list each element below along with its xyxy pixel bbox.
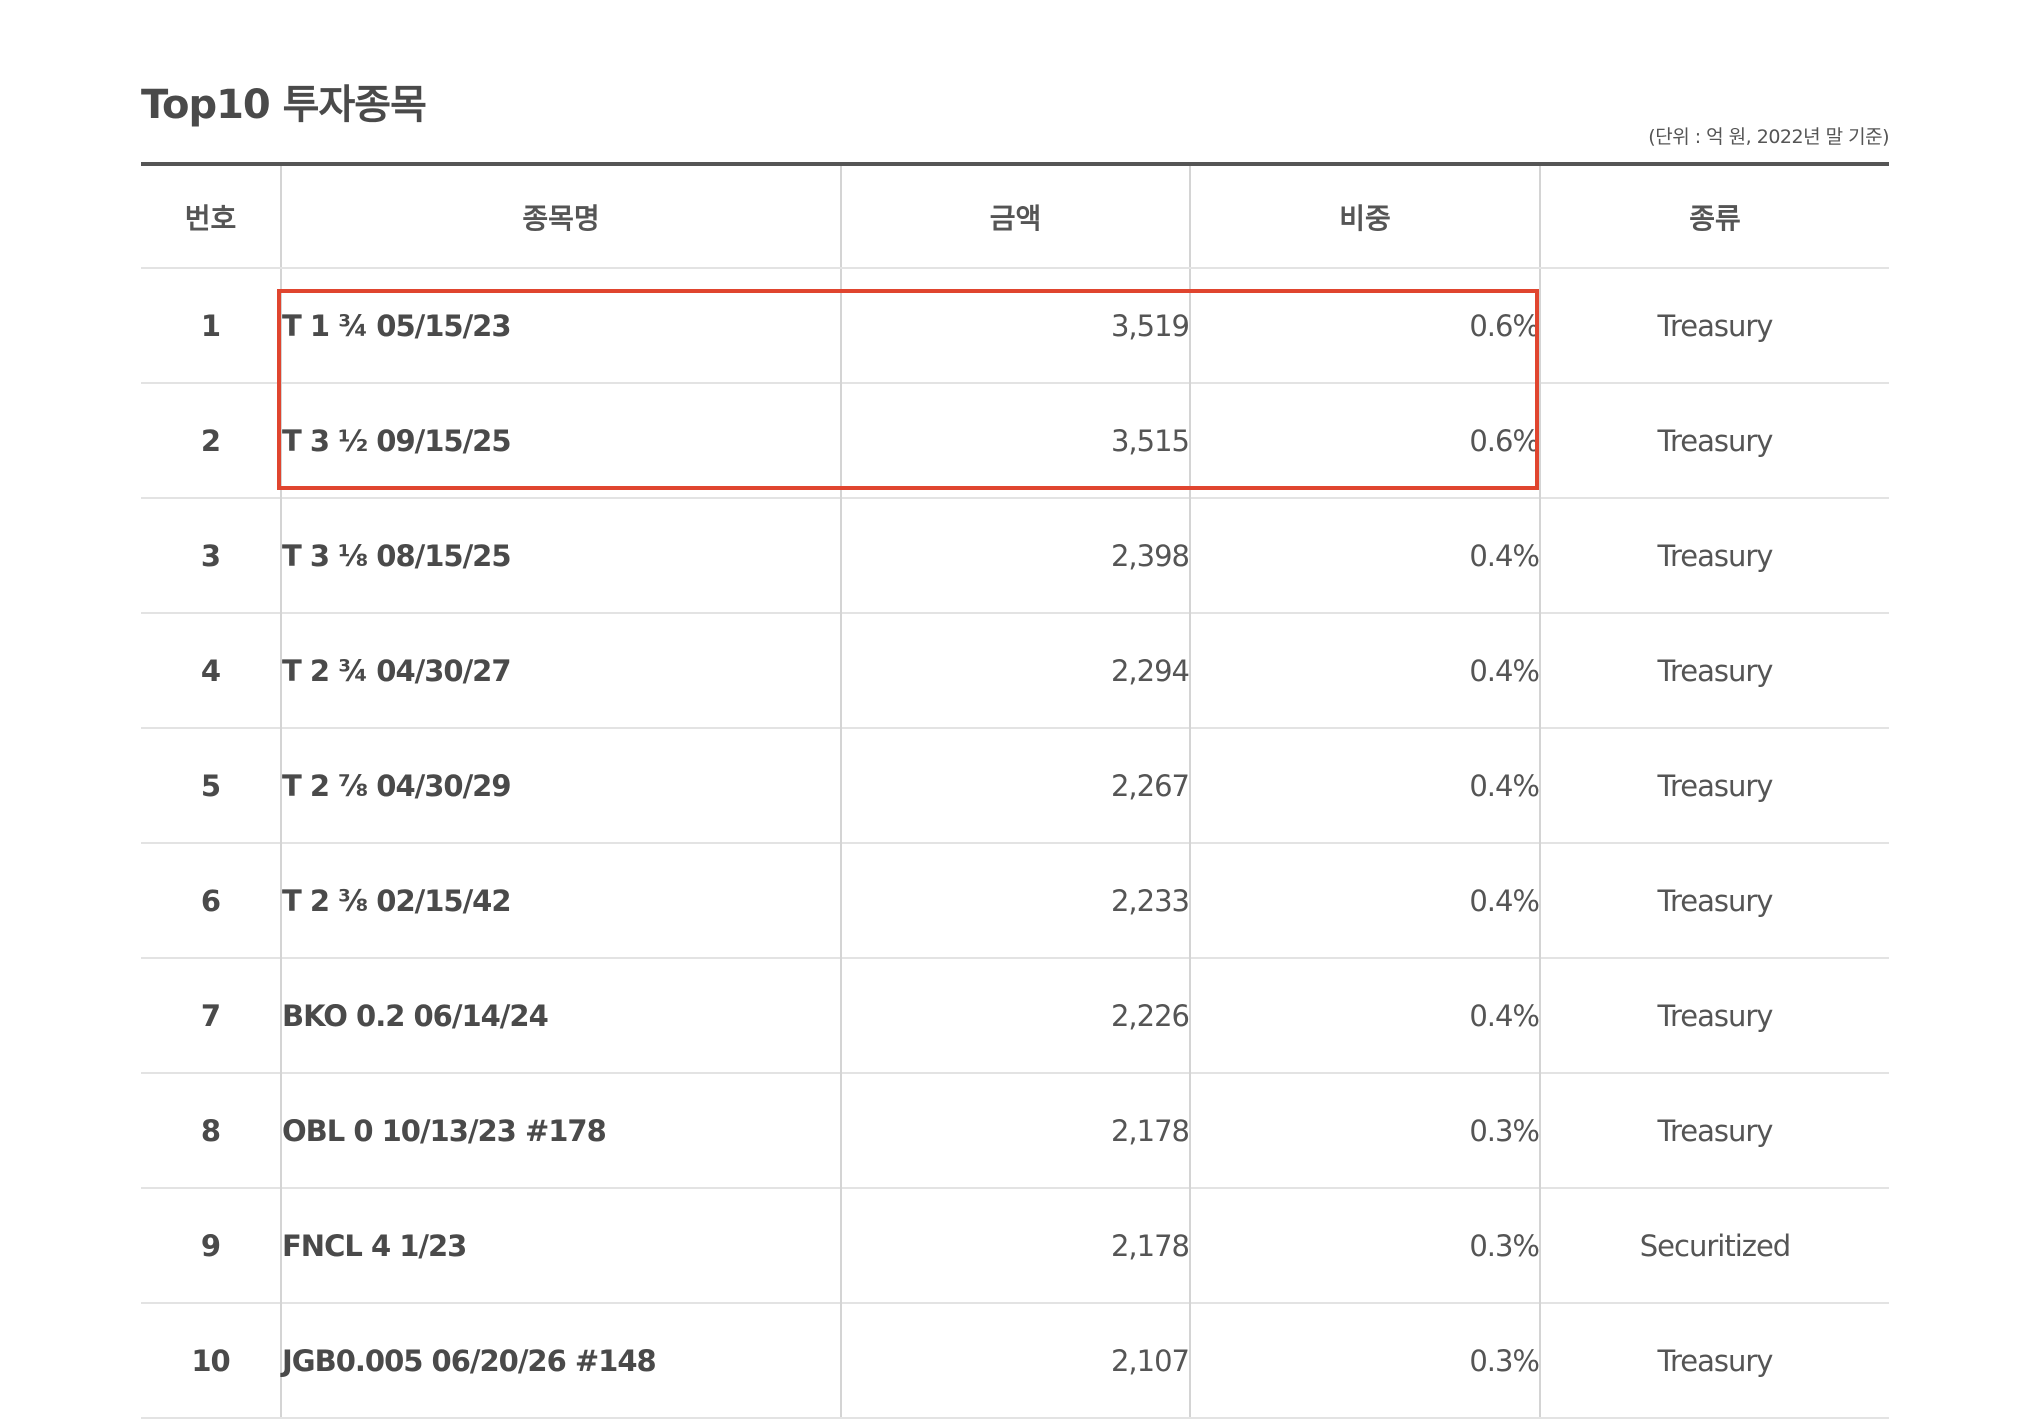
header-name: 종목명: [280, 164, 841, 269]
table-row: 10 JGB0.005 06/20/26 #148 2,107 0.3% Tre…: [141, 1302, 1889, 1419]
table-row: 1 T 1 ¾ 05/15/23 3,519 0.6% Treasury: [141, 267, 1889, 383]
cell-no: 3: [141, 497, 281, 613]
top10-holdings-table: 번호 종목명 금액 비중 종류 1 T 1 ¾ 05/15/23 3,519 0…: [141, 162, 1889, 1419]
cell-no: 5: [141, 727, 281, 843]
cell-name: FNCL 4 1/23: [280, 1187, 841, 1303]
cell-type: Securitized: [1539, 1187, 1889, 1303]
cell-weight: 0.6%: [1189, 267, 1540, 383]
table-row: 3 T 3 ⅛ 08/15/25 2,398 0.4% Treasury: [141, 497, 1889, 613]
header-amount: 금액: [840, 164, 1190, 269]
cell-amount: 2,398: [840, 497, 1190, 613]
cell-amount: 2,233: [840, 842, 1190, 958]
cell-no: 4: [141, 612, 281, 728]
cell-no: 9: [141, 1187, 281, 1303]
cell-weight: 0.3%: [1189, 1302, 1540, 1419]
header-type: 종류: [1539, 164, 1889, 269]
table-row: 8 OBL 0 10/13/23 #178 2,178 0.3% Treasur…: [141, 1072, 1889, 1188]
table-body: 1 T 1 ¾ 05/15/23 3,519 0.6% Treasury 2 T…: [141, 267, 1889, 1419]
cell-no: 10: [141, 1302, 281, 1419]
cell-amount: 3,515: [840, 382, 1190, 498]
table-row: 4 T 2 ¾ 04/30/27 2,294 0.4% Treasury: [141, 612, 1889, 728]
cell-name: OBL 0 10/13/23 #178: [280, 1072, 841, 1188]
cell-type: Treasury: [1539, 267, 1889, 383]
cell-type: Treasury: [1539, 382, 1889, 498]
cell-amount: 2,178: [840, 1187, 1190, 1303]
cell-name: T 2 ¾ 04/30/27: [280, 612, 841, 728]
cell-name: JGB0.005 06/20/26 #148: [280, 1302, 841, 1419]
cell-weight: 0.3%: [1189, 1187, 1540, 1303]
cell-name: T 1 ¾ 05/15/23: [280, 267, 841, 383]
header-row: 번호 종목명 금액 비중 종류: [141, 164, 1889, 269]
header-weight: 비중: [1189, 164, 1540, 269]
cell-no: 8: [141, 1072, 281, 1188]
table-row: 7 BKO 0.2 06/14/24 2,226 0.4% Treasury: [141, 957, 1889, 1073]
cell-amount: 2,178: [840, 1072, 1190, 1188]
cell-amount: 3,519: [840, 267, 1190, 383]
cell-amount: 2,294: [840, 612, 1190, 728]
unit-note: (단위 : 억 원, 2022년 말 기준): [1648, 126, 1889, 148]
cell-weight: 0.4%: [1189, 612, 1540, 728]
table-row: 2 T 3 ½ 09/15/25 3,515 0.6% Treasury: [141, 382, 1889, 498]
cell-no: 6: [141, 842, 281, 958]
cell-name: T 2 ⅜ 02/15/42: [280, 842, 841, 958]
cell-name: T 3 ⅛ 08/15/25: [280, 497, 841, 613]
cell-type: Treasury: [1539, 957, 1889, 1073]
cell-type: Treasury: [1539, 497, 1889, 613]
page-title: Top10 투자종목: [141, 82, 427, 128]
header-no: 번호: [141, 164, 281, 269]
cell-type: Treasury: [1539, 727, 1889, 843]
cell-name: T 3 ½ 09/15/25: [280, 382, 841, 498]
cell-weight: 0.4%: [1189, 497, 1540, 613]
cell-weight: 0.4%: [1189, 727, 1540, 843]
cell-type: Treasury: [1539, 1072, 1889, 1188]
table-row: 9 FNCL 4 1/23 2,178 0.3% Securitized: [141, 1187, 1889, 1303]
cell-weight: 0.3%: [1189, 1072, 1540, 1188]
cell-amount: 2,107: [840, 1302, 1190, 1419]
cell-no: 1: [141, 267, 281, 383]
cell-type: Treasury: [1539, 842, 1889, 958]
cell-weight: 0.4%: [1189, 842, 1540, 958]
cell-weight: 0.4%: [1189, 957, 1540, 1073]
cell-type: Treasury: [1539, 1302, 1889, 1419]
table-row: 5 T 2 ⅞ 04/30/29 2,267 0.4% Treasury: [141, 727, 1889, 843]
cell-name: T 2 ⅞ 04/30/29: [280, 727, 841, 843]
cell-type: Treasury: [1539, 612, 1889, 728]
cell-no: 7: [141, 957, 281, 1073]
cell-amount: 2,267: [840, 727, 1190, 843]
cell-no: 2: [141, 382, 281, 498]
table-row: 6 T 2 ⅜ 02/15/42 2,233 0.4% Treasury: [141, 842, 1889, 958]
cell-name: BKO 0.2 06/14/24: [280, 957, 841, 1073]
cell-amount: 2,226: [840, 957, 1190, 1073]
table-header: 번호 종목명 금액 비중 종류: [141, 164, 1889, 269]
cell-weight: 0.6%: [1189, 382, 1540, 498]
